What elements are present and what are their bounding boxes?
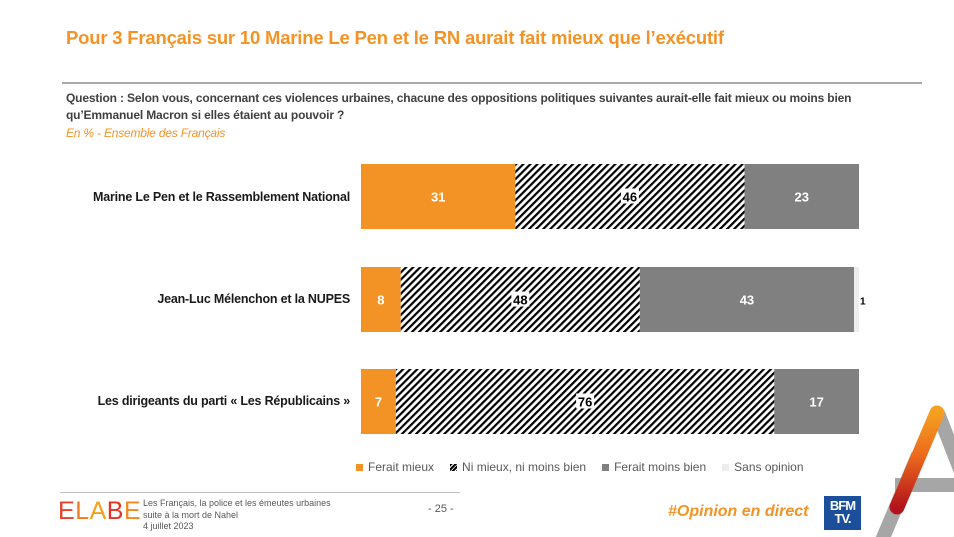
category-label-rn: Marine Le Pen et le Rassemblement Nation… [93, 190, 350, 204]
label-background [620, 188, 639, 204]
hashtag-text: #Opinion en direct [668, 503, 809, 520]
bar-segment-ferait-mieux [361, 267, 401, 332]
legend-item-sans-opinion: Sans opinion [722, 460, 804, 474]
legend-swatch-light [722, 463, 730, 471]
slide-title: Pour 3 Français sur 10 Marine Le Pen et … [66, 27, 724, 48]
data-label: 1 [860, 297, 866, 308]
data-label: 23 [794, 190, 808, 205]
decorative-a-logo-icon [875, 405, 954, 537]
legend-swatch-orange [356, 463, 363, 471]
page-number: - 25 - [428, 503, 454, 515]
data-label: 46 [623, 190, 637, 205]
legend-label: Ferait moins bien [614, 460, 707, 474]
study-title-line1: Les Français, la police et les émeutes u… [143, 498, 331, 508]
bar-segment-ferait-moins-bien [774, 369, 859, 434]
legend-label: Ferait mieux [368, 460, 435, 474]
study-title-line2: suite à la mort de Nahel [143, 509, 239, 520]
bfm-logo-line2: TV. [834, 511, 851, 526]
chart-legend: Ferait mieux Ni mieux, ni moins bien Fer… [356, 460, 820, 474]
stacked-bar-chart: 31 46 238 48 43 17 76 17 [361, 164, 866, 434]
study-info: Les Français, la police et les émeutes u… [143, 498, 331, 533]
data-label: 7 [375, 395, 382, 410]
bar-segment-ferait-mieux [361, 164, 516, 229]
label-background [511, 291, 530, 307]
data-label: 43 [740, 293, 754, 308]
bfm-logo-line1: BFM [829, 498, 856, 513]
data-label: 76 [578, 395, 592, 410]
bfmtv-logo: BFM TV. [824, 496, 861, 530]
base-subtitle: En % - Ensemble des Français [66, 126, 226, 140]
legend-label: Ni mieux, ni moins bien [462, 460, 587, 474]
label-background [576, 393, 595, 409]
data-label: 31 [431, 190, 445, 205]
data-label: 17 [809, 395, 823, 410]
data-label: 8 [377, 293, 384, 308]
bar-segment-sans-opinion [854, 267, 859, 332]
legend-swatch-hatch [450, 463, 458, 471]
legend-item-ni-mieux-ni-moins: Ni mieux, ni moins bien [450, 460, 586, 474]
legend-item-ferait-moins-bien: Ferait moins bien [602, 460, 706, 474]
elabe-logo: ELABE [58, 497, 142, 525]
bar-segment-ferait-moins-bien [744, 164, 859, 229]
legend-label: Sans opinion [734, 460, 804, 474]
footer-divider [60, 492, 460, 493]
legend-swatch-gray [602, 463, 610, 471]
category-label-lr: Les dirigeants du parti « Les Républicai… [97, 394, 351, 408]
data-label: 48 [513, 293, 527, 308]
title-divider [62, 82, 922, 84]
bar-segment-ferait-moins-bien [639, 267, 854, 332]
study-date: 4 juillet 2023 [143, 521, 194, 531]
question-text: Question : Selon vous, concernant ces vi… [66, 91, 852, 122]
category-label-nupes: Jean-Luc Mélenchon et la NUPES [157, 292, 350, 306]
legend-item-ferait-mieux: Ferait mieux [356, 460, 434, 474]
bars-group: 31 46 238 48 43 17 76 17 [361, 164, 866, 434]
bar-segment-ferait-mieux [361, 369, 396, 434]
